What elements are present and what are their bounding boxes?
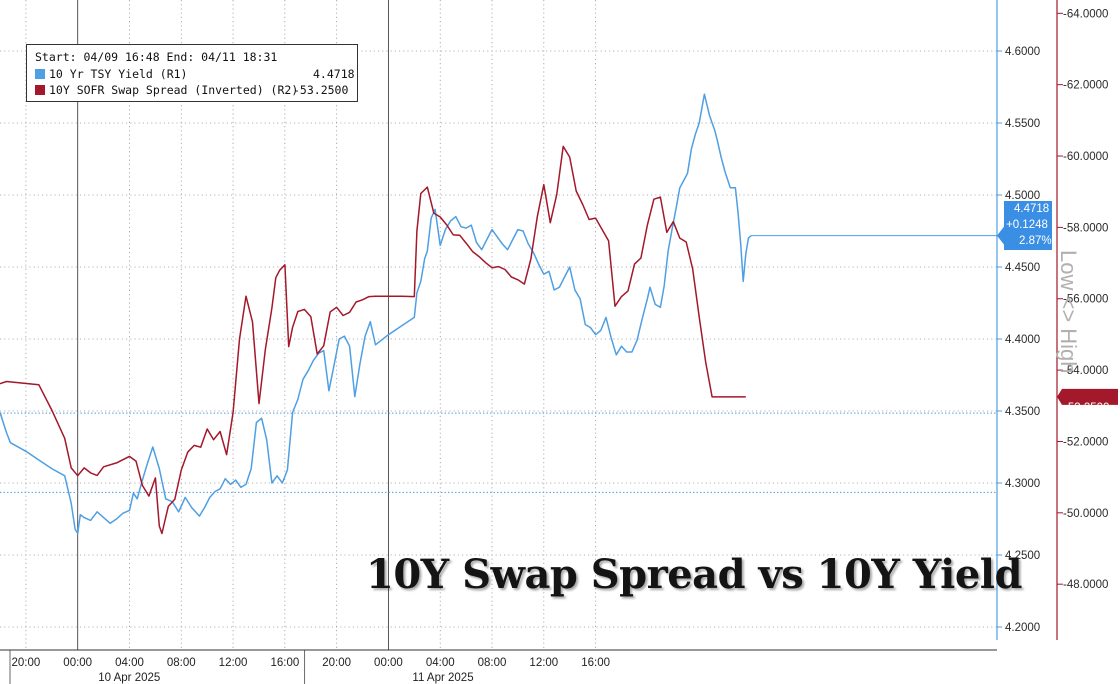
x-tick-label: 04:00 <box>115 657 144 669</box>
x-tick-label: 00:00 <box>63 657 92 669</box>
series-layer <box>0 93 997 535</box>
chart-legend: Start: 04/09 16:48 End: 04/11 18:31 10 Y… <box>26 44 358 102</box>
r1-tick-label: 4.4000 <box>1005 334 1040 346</box>
r2-tick-label: -48.0000 <box>1063 579 1108 591</box>
r2-tick-label: -60.0000 <box>1063 151 1108 163</box>
r1-tick-label: 4.3500 <box>1005 406 1040 418</box>
x-tick-label: 16:00 <box>270 657 299 669</box>
x-tick-label: 12:00 <box>219 657 248 669</box>
legend-label-yield: 10 Yr TSY Yield (R1) <box>49 67 188 81</box>
x-tick-label: 04:00 <box>426 657 455 669</box>
yield-badge-change: +0.1248 <box>1006 219 1048 231</box>
r2-tick-label: -64.0000 <box>1063 8 1108 20</box>
r1-tick-label: 4.6000 <box>1005 46 1040 58</box>
series-line-spread <box>0 145 746 535</box>
x-tick-label: 20:00 <box>322 657 351 669</box>
legend-value-yield: 4.4718 <box>313 67 355 81</box>
axes <box>0 0 1063 684</box>
r1-tick-label: 4.5000 <box>1005 190 1040 202</box>
r1-tick-label: 4.4500 <box>1005 262 1040 274</box>
x-tick-label: 08:00 <box>478 657 507 669</box>
yield-badge-pct: 2.87% <box>1019 235 1052 247</box>
legend-swatch-spread <box>35 85 45 95</box>
r2-tick-label: -52.0000 <box>1063 436 1108 448</box>
x-tick-label: 20:00 <box>12 657 41 669</box>
yield-badge <box>997 201 1052 250</box>
grid-lines <box>0 0 997 650</box>
x-date-label: 10 Apr 2025 <box>98 672 160 684</box>
legend-value-spread: -53.2500 <box>293 83 349 97</box>
yield-badge-value: 4.4718 <box>1014 203 1050 215</box>
x-date-label: 11 Apr 2025 <box>412 672 473 684</box>
tick-labels: 20:00 00:00 04:00 08:00 12:00 16:00 20:00 00:00… <box>12 8 1109 684</box>
spread-badge-value: -53.2500 <box>1064 402 1110 414</box>
legend-header: Start: 04/09 16:48 End: 04/11 18:31 <box>35 50 278 64</box>
chart-title: 10Y Swap Spread vs 10Y Yield <box>366 551 1022 598</box>
last-value-badges <box>997 201 1118 405</box>
r2-tick-label: -54.0000 <box>1063 365 1108 377</box>
reference-lines <box>0 412 997 493</box>
side-label-low-high: Low <> High <box>1056 250 1081 374</box>
legend-swatch-yield <box>35 69 45 79</box>
r2-tick-label: -58.0000 <box>1063 222 1108 234</box>
legend-item-yield: 10 Yr TSY Yield (R1) <box>35 67 187 82</box>
r2-tick-label: -50.0000 <box>1063 508 1108 520</box>
r1-tick-label: 4.2500 <box>1005 550 1040 562</box>
x-tick-label: 16:00 <box>581 657 610 669</box>
x-tick-label: 00:00 <box>374 657 403 669</box>
r1-tick-label: 4.2000 <box>1005 622 1040 634</box>
r2-tick-label: -62.0000 <box>1063 80 1108 92</box>
r1-tick-label: 4.5500 <box>1005 118 1040 130</box>
r2-tick-label: -56.0000 <box>1063 294 1108 306</box>
series-line-yield <box>0 93 752 535</box>
x-tick-label: 12:00 <box>529 657 558 669</box>
spread-badge <box>1057 388 1118 405</box>
x-tick-label: 08:00 <box>167 657 196 669</box>
legend-item-spread: 10Y SOFR Swap Spread (Inverted) (R2) <box>35 83 298 98</box>
legend-label-spread: 10Y SOFR Swap Spread (Inverted) (R2) <box>49 83 299 97</box>
r1-tick-label: 4.3000 <box>1005 478 1040 490</box>
